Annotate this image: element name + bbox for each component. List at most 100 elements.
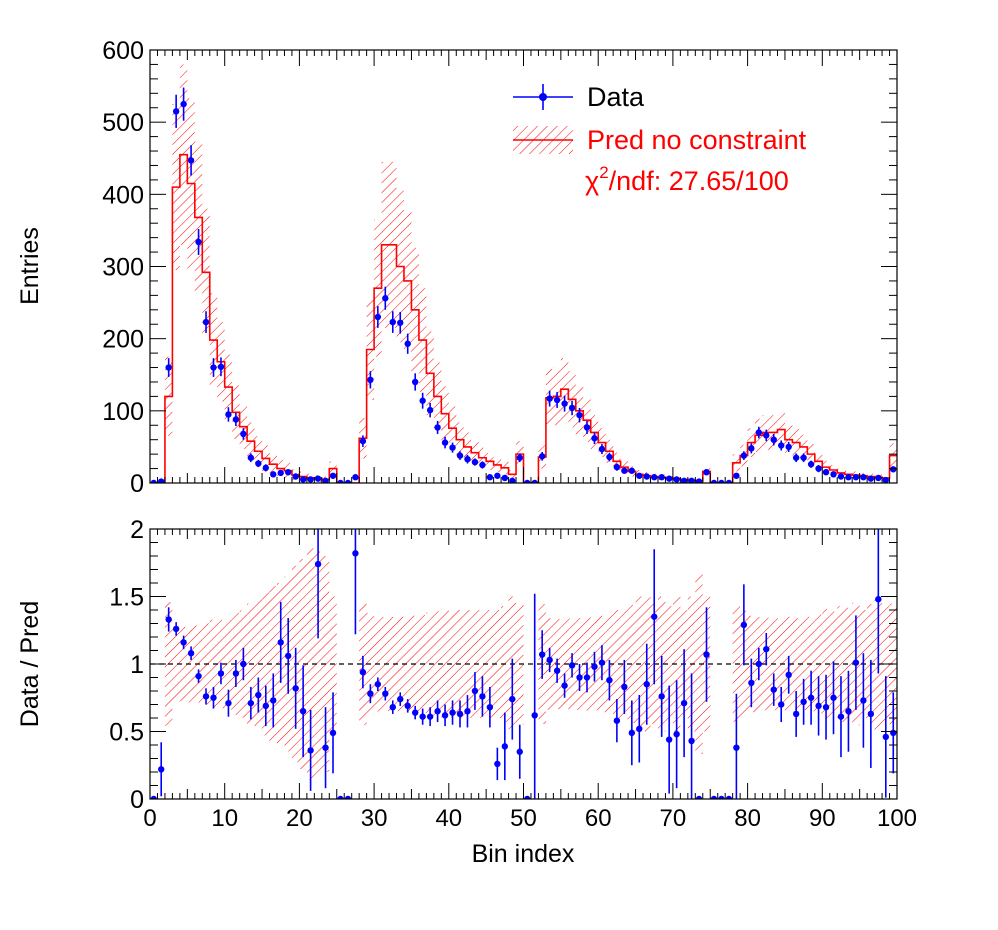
ratio-marker [180, 639, 187, 646]
data-point [307, 476, 314, 483]
ratio-marker [352, 550, 359, 557]
x-tick-label: 80 [734, 805, 761, 832]
data-point [262, 464, 269, 472]
x-tick-label: 50 [510, 805, 537, 832]
ratio-marker [307, 747, 314, 754]
ratio-point [807, 670, 815, 725]
ratio-band-bin [187, 625, 195, 703]
data-point [830, 471, 837, 478]
ratio-marker [299, 708, 307, 715]
data-marker [449, 444, 456, 451]
data-point [837, 473, 845, 480]
data-marker [748, 445, 755, 452]
ratio-marker [837, 713, 845, 720]
x-tick-label: 70 [660, 805, 687, 832]
ratio-point [815, 676, 822, 736]
data-marker [232, 416, 240, 423]
legend-pred-label: Pred no constraint [587, 125, 807, 155]
ratio-point [733, 693, 740, 799]
ratio-marker [210, 694, 217, 701]
data-marker [837, 473, 845, 480]
ratio-marker [890, 729, 897, 737]
ratio-point [247, 686, 255, 720]
ratio-marker [598, 659, 606, 666]
data-marker [322, 477, 329, 483]
ratio-marker [815, 702, 822, 710]
ratio-marker [232, 670, 240, 677]
data-point [852, 474, 860, 481]
data-point [890, 466, 897, 473]
ratio-point [232, 659, 240, 687]
ratio-point [837, 676, 845, 758]
data-marker [441, 439, 449, 446]
chi2-rest: /ndf: 27.65/100 [609, 166, 789, 196]
data-point [568, 400, 576, 416]
data-marker [561, 400, 568, 407]
ratio-point [763, 632, 770, 666]
data-marker [875, 474, 882, 482]
ratio-point [785, 655, 792, 694]
ratio-point [419, 708, 426, 725]
ratio-point [158, 742, 165, 797]
data-point [621, 467, 628, 474]
ratio-marker [867, 710, 875, 718]
ratio-point [434, 700, 441, 723]
ratio-marker [397, 695, 404, 703]
ratio-point [262, 685, 269, 727]
data-point [792, 453, 800, 463]
ratio-marker [778, 701, 785, 708]
ratio-marker [748, 679, 755, 687]
data-point [284, 468, 292, 476]
ratio-marker [217, 670, 225, 677]
data-point [755, 426, 763, 439]
data-marker [703, 468, 710, 476]
ratio-point [665, 685, 673, 794]
data-point [411, 373, 419, 391]
data-point [778, 440, 785, 451]
ratio-marker [344, 795, 352, 799]
y-tick-label: 300 [102, 254, 144, 282]
data-point [695, 478, 703, 483]
data-marker [374, 313, 382, 321]
data-marker [411, 378, 419, 386]
ratio-point [598, 645, 606, 681]
data-point [815, 464, 822, 473]
ratio-band-bin [314, 551, 322, 777]
ratio-point [792, 691, 800, 737]
data-point [733, 472, 740, 479]
ratio-band-bin [478, 610, 487, 718]
data-marker [680, 477, 688, 483]
ratio-marker [553, 667, 561, 674]
x-tick-label: 20 [286, 805, 313, 832]
ratio-marker [464, 708, 471, 715]
ratio-marker [561, 682, 568, 689]
data-point [187, 145, 195, 176]
ratio-marker [284, 652, 292, 660]
data-marker [815, 465, 822, 472]
data-point [202, 311, 210, 333]
ratio-marker [359, 668, 367, 676]
y-tick-label: 500 [102, 109, 144, 137]
ratio-marker [628, 729, 636, 737]
ratio-marker [875, 596, 882, 603]
y-tick-label: 600 [102, 37, 144, 65]
ratio-marker [621, 683, 628, 691]
ratio-point [583, 662, 591, 693]
data-point [419, 392, 426, 409]
data-point [725, 479, 733, 483]
data-marker [456, 452, 464, 459]
ratio-marker [441, 712, 449, 719]
data-point [636, 472, 643, 479]
ratio-marker [718, 795, 725, 799]
ratio-point [531, 593, 538, 799]
ratio-point [524, 795, 531, 799]
data-point [628, 467, 636, 474]
data-marker [486, 474, 494, 481]
ratio-point [344, 795, 352, 799]
data-point [165, 358, 172, 377]
ratio-marker [449, 709, 456, 716]
x-tick-label: 30 [361, 805, 388, 832]
ratio-point [546, 647, 553, 673]
ratio-point [240, 647, 247, 681]
data-marker [404, 340, 411, 347]
